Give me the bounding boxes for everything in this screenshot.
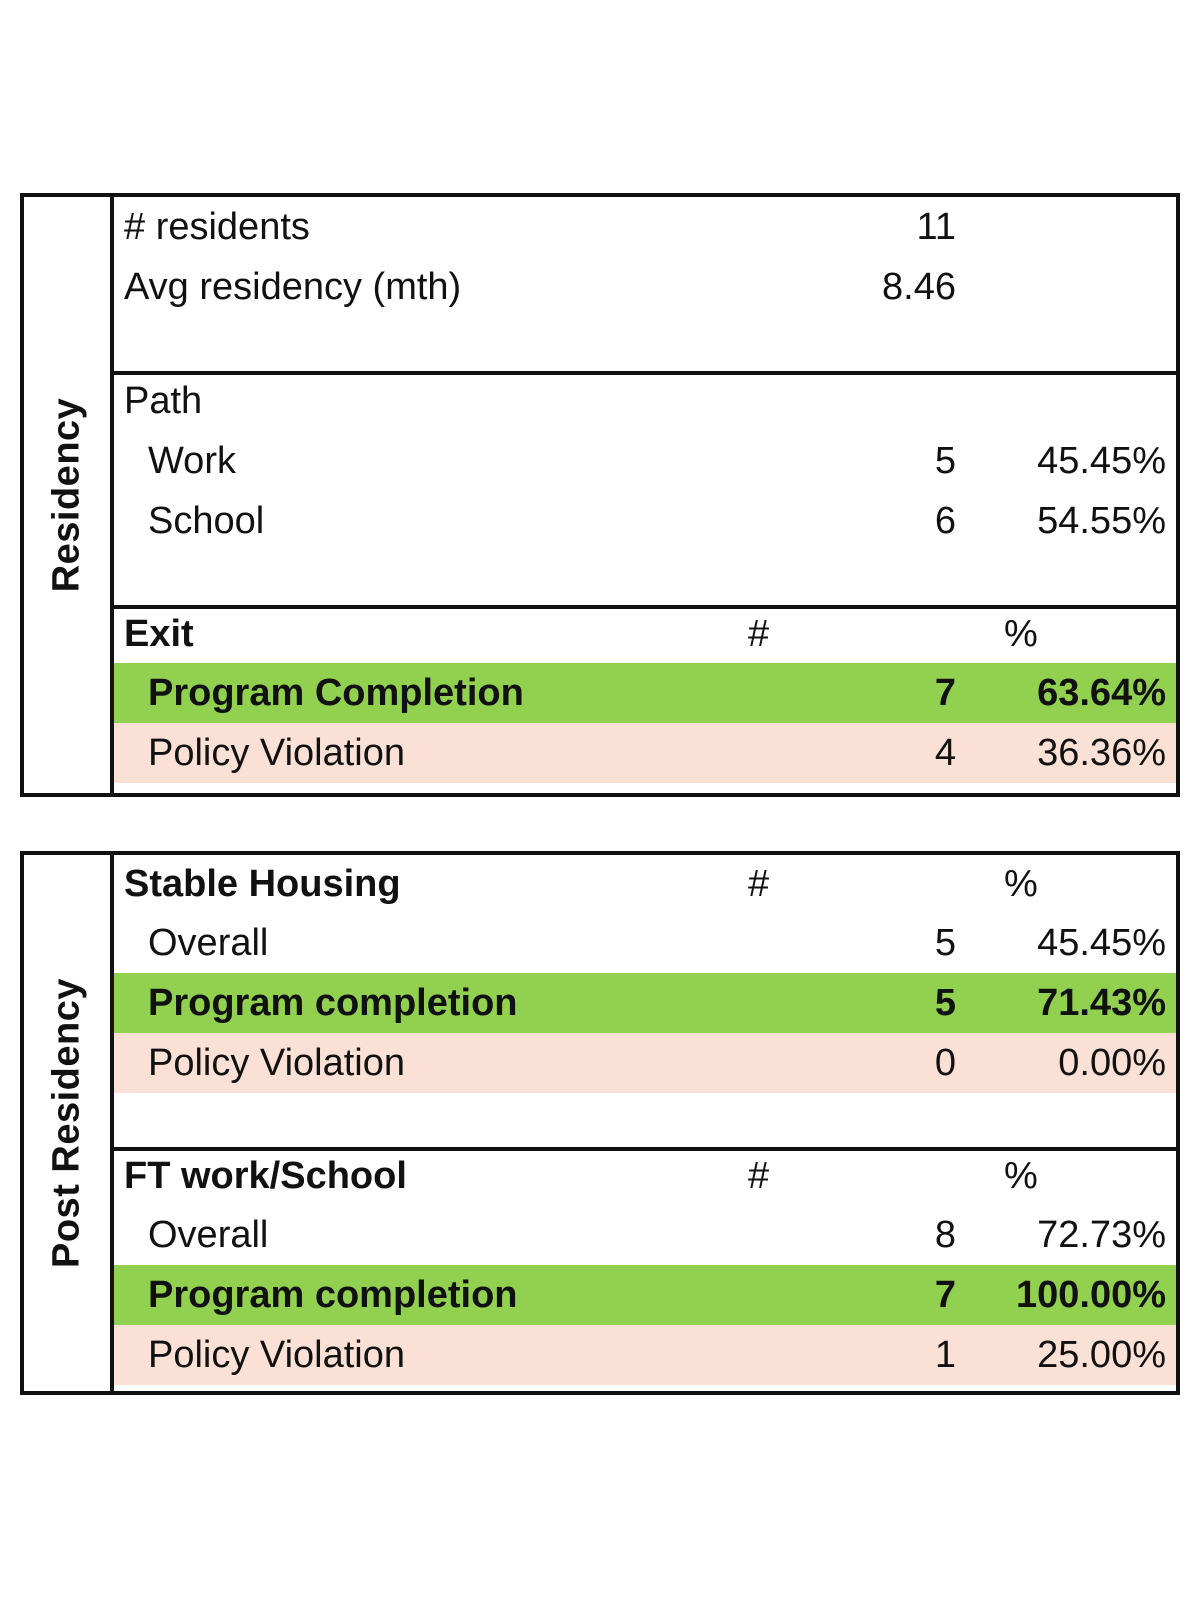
pct-header: %	[1004, 1155, 1038, 1197]
residents-value: 11	[916, 206, 956, 248]
path-label: School	[148, 500, 265, 542]
pct-header: %	[1004, 863, 1038, 905]
path-heading-row: Path	[114, 371, 1176, 431]
row-count: 7	[934, 1274, 956, 1316]
post-residency-body: Stable Housing # % Overall 5 45.45% Prog…	[114, 855, 1176, 1391]
row-count: 5	[934, 922, 956, 964]
post-residency-label: Post Residency	[45, 978, 88, 1268]
row-count: 5	[934, 982, 956, 1024]
row-pct: 45.45%	[1037, 922, 1166, 964]
exit-block: Exit # % Program Completion 7 63.64% Pol…	[114, 605, 1176, 793]
exit-count: 7	[934, 672, 956, 714]
exit-label: Policy Violation	[148, 732, 406, 774]
count-header: #	[748, 863, 770, 905]
avg-residency-label: Avg residency (mth)	[124, 266, 462, 308]
path-count: 5	[934, 440, 956, 482]
path-label: Work	[148, 440, 236, 482]
residency-label: Residency	[45, 397, 88, 593]
residents-row: # residents 11	[114, 197, 1176, 257]
count-header: #	[748, 1155, 770, 1197]
stable-housing-heading-row: Stable Housing # %	[114, 855, 1176, 913]
avg-residency-value: 8.46	[882, 266, 956, 308]
row-label: Policy Violation	[148, 1042, 406, 1084]
path-pct: 54.55%	[1037, 500, 1166, 542]
row-count: 1	[934, 1334, 956, 1376]
exit-label: Program Completion	[148, 672, 524, 714]
row-pct: 71.43%	[1037, 982, 1166, 1024]
exit-row-program-completion: Program Completion 7 63.64%	[114, 663, 1176, 723]
residents-label: # residents	[124, 206, 310, 248]
exit-heading: Exit	[124, 613, 194, 655]
pct-header: %	[1004, 613, 1038, 655]
stable-housing-row-policy-violation: Policy Violation 0 0.00%	[114, 1033, 1176, 1093]
summary-block: # residents 11 Avg residency (mth) 8.46	[114, 197, 1176, 375]
exit-pct: 36.36%	[1037, 732, 1166, 774]
row-label: Overall	[148, 1214, 269, 1256]
residency-section: Residency # residents 11 Avg residency (…	[20, 193, 1180, 797]
path-row-work: Work 5 45.45%	[114, 431, 1176, 491]
row-pct: 72.73%	[1037, 1214, 1166, 1256]
row-pct: 25.00%	[1037, 1334, 1166, 1376]
ft-work-school-row-program-completion: Program completion 7 100.00%	[114, 1265, 1176, 1325]
row-count: 8	[934, 1214, 956, 1256]
stable-housing-row-overall: Overall 5 45.45%	[114, 913, 1176, 973]
path-block: Path Work 5 45.45% School 6 54.55%	[114, 371, 1176, 609]
row-label: Overall	[148, 922, 269, 964]
ft-work-school-row-overall: Overall 8 72.73%	[114, 1205, 1176, 1265]
residency-side-header: Residency	[24, 197, 114, 793]
path-pct: 45.45%	[1037, 440, 1166, 482]
row-count: 0	[934, 1042, 956, 1084]
row-pct: 0.00%	[1058, 1042, 1166, 1084]
post-residency-section: Post Residency Stable Housing # % Overal…	[20, 851, 1180, 1395]
row-pct: 100.00%	[1015, 1274, 1166, 1316]
path-heading: Path	[124, 380, 203, 422]
post-residency-side-header: Post Residency	[24, 855, 114, 1391]
stable-housing-row-program-completion: Program completion 5 71.43%	[114, 973, 1176, 1033]
path-row-school: School 6 54.55%	[114, 491, 1176, 551]
ft-work-school-heading: FT work/School	[124, 1155, 407, 1197]
ft-work-school-block: FT work/School # % Overall 8 72.73% Prog…	[114, 1147, 1176, 1391]
path-count: 6	[934, 500, 956, 542]
stable-housing-block: Stable Housing # % Overall 5 45.45% Prog…	[114, 855, 1176, 1151]
row-label: Program completion	[148, 982, 518, 1024]
ft-work-school-heading-row: FT work/School # %	[114, 1147, 1176, 1205]
exit-pct: 63.64%	[1037, 672, 1166, 714]
row-label: Policy Violation	[148, 1334, 406, 1376]
count-header: #	[748, 613, 770, 655]
exit-count: 4	[934, 732, 956, 774]
row-label: Program completion	[148, 1274, 518, 1316]
avg-residency-row: Avg residency (mth) 8.46	[114, 257, 1176, 317]
exit-heading-row: Exit # %	[114, 605, 1176, 663]
ft-work-school-row-policy-violation: Policy Violation 1 25.00%	[114, 1325, 1176, 1385]
exit-row-policy-violation: Policy Violation 4 36.36%	[114, 723, 1176, 783]
stable-housing-heading: Stable Housing	[124, 863, 401, 905]
residency-body: # residents 11 Avg residency (mth) 8.46 …	[114, 197, 1176, 793]
